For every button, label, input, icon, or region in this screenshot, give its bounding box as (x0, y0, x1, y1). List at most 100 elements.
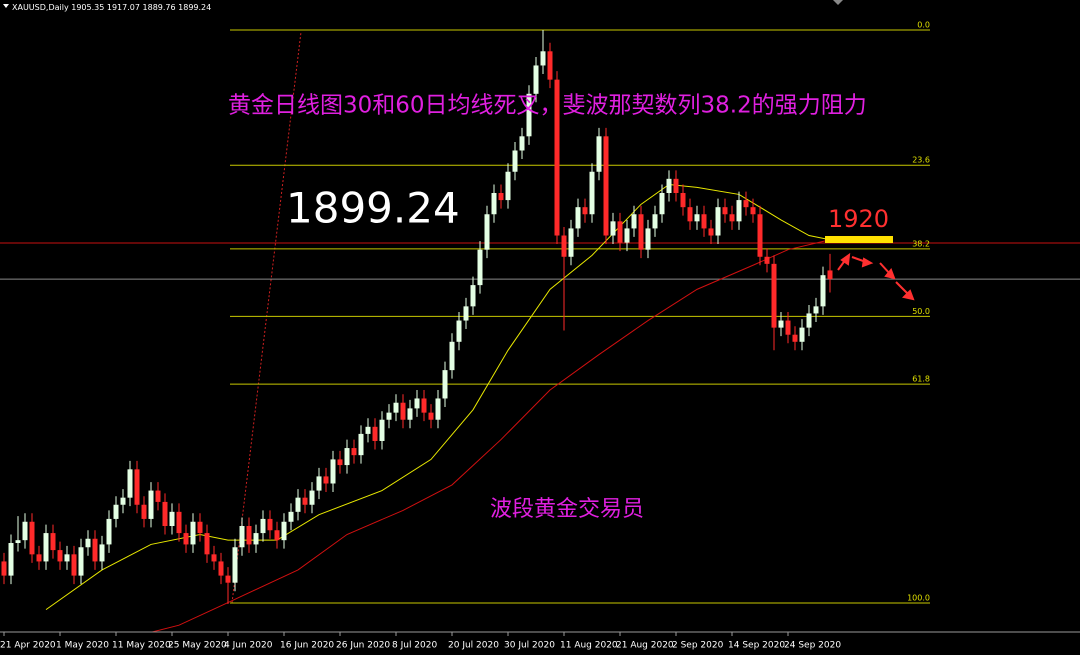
candle-body (225, 575, 231, 583)
x-tick-label: 11 Aug 2020 (560, 641, 618, 651)
candle-body (246, 526, 252, 545)
candle-body (561, 235, 567, 257)
candle-body (792, 334, 798, 342)
x-tick-label: 1 May 2020 (56, 641, 109, 651)
candle-body (197, 521, 203, 534)
candle-body (568, 228, 574, 257)
candle-body (148, 490, 154, 519)
price-label: 1899.24 (286, 184, 460, 233)
high: 1917.07 (107, 3, 140, 12)
x-tick-label: 21 Apr 2020 (0, 641, 56, 651)
candle-body (323, 476, 329, 484)
candle-body (624, 228, 630, 243)
candle-body (456, 320, 462, 342)
candle-body (722, 207, 728, 215)
candle-body (582, 207, 588, 215)
candle-body (421, 398, 427, 413)
candle-body (736, 200, 742, 222)
candle-body (673, 178, 679, 194)
candle-body (43, 533, 49, 562)
x-tick-label: 20 Jul 2020 (448, 641, 499, 651)
candle-body (428, 412, 434, 420)
candle-body (505, 171, 511, 201)
candle-body (729, 214, 735, 222)
candle-body (491, 193, 497, 215)
candle-body (463, 306, 469, 321)
candle-body (295, 497, 301, 512)
candle-body (554, 79, 560, 236)
candle-body (253, 533, 259, 545)
candle-body (232, 547, 238, 583)
annotation: 1920 (828, 205, 889, 233)
candle-body (778, 320, 784, 328)
low: 1889.76 (143, 3, 176, 12)
candle-body (1, 561, 7, 576)
candle-body (204, 533, 210, 555)
candle-body (442, 370, 448, 399)
fib-label: 100.0 (907, 593, 930, 602)
candle-body (386, 412, 392, 420)
candle-body (71, 554, 77, 576)
candle-body (281, 521, 287, 541)
x-tick-label: 30 Jul 2020 (504, 641, 555, 651)
candle-body (596, 136, 602, 172)
fib-label: 61.8 (912, 375, 930, 384)
fib-label: 0.0 (917, 21, 930, 30)
candle-body (631, 214, 637, 229)
candle-body (617, 221, 623, 243)
candle-body (470, 285, 476, 307)
candle-body (519, 136, 525, 151)
close: 1899.24 (178, 3, 211, 12)
candle-body (358, 433, 364, 456)
candle-body (680, 193, 686, 208)
candle-body (302, 497, 308, 505)
candle-body (449, 341, 455, 371)
chart-title: 黄金日线图30和60日均线死叉，斐波那契数列38.2的强力阻力 (228, 93, 867, 119)
candle-body (659, 193, 665, 215)
candle-body (372, 426, 378, 441)
candle-body (512, 150, 518, 172)
candle-body (771, 263, 777, 328)
candle-body (85, 538, 91, 548)
x-tick-label: 11 May 2020 (112, 641, 171, 651)
plot-area (0, 29, 1080, 632)
candle-body (750, 207, 756, 215)
x-tick-label: 8 Jul 2020 (392, 641, 437, 651)
candle-body (57, 550, 63, 562)
candle-body (435, 398, 441, 420)
candle-body (477, 249, 483, 286)
candle-body (799, 327, 805, 342)
candle-body (743, 200, 749, 208)
candle-body (218, 561, 224, 576)
x-tick-label: 2 Sep 2020 (672, 641, 724, 651)
candle-body (120, 497, 126, 505)
candle-body (540, 51, 546, 66)
header: XAUUSD,Daily 1905.35 1917.07 1889.76 189… (12, 3, 211, 12)
x-tick-label: 16 Jun 2020 (280, 641, 334, 651)
candle-body (92, 538, 98, 562)
candle-body (127, 469, 133, 498)
candle-body (50, 533, 56, 551)
candle-body (260, 518, 266, 534)
candle-body (351, 448, 357, 456)
candle-body (106, 518, 112, 545)
candle-body (400, 402, 406, 420)
candle-body (785, 320, 791, 335)
fib-label: 38.2 (912, 239, 930, 248)
symbol: XAUUSD,Daily (12, 3, 69, 12)
candle-body (274, 530, 280, 541)
candle-body (78, 547, 84, 576)
candle-body (134, 469, 140, 505)
candle-body (155, 490, 161, 502)
candle-body (764, 256, 770, 264)
candle-body (379, 419, 385, 441)
candle-body (407, 408, 413, 420)
x-tick-label: 25 May 2020 (168, 641, 227, 651)
candle-body (183, 533, 189, 545)
candle-body (176, 511, 182, 534)
candle-body (36, 554, 42, 562)
candle-body (757, 214, 763, 257)
candle-body (645, 228, 651, 250)
candle-body (211, 554, 217, 562)
candle-body (820, 275, 826, 307)
